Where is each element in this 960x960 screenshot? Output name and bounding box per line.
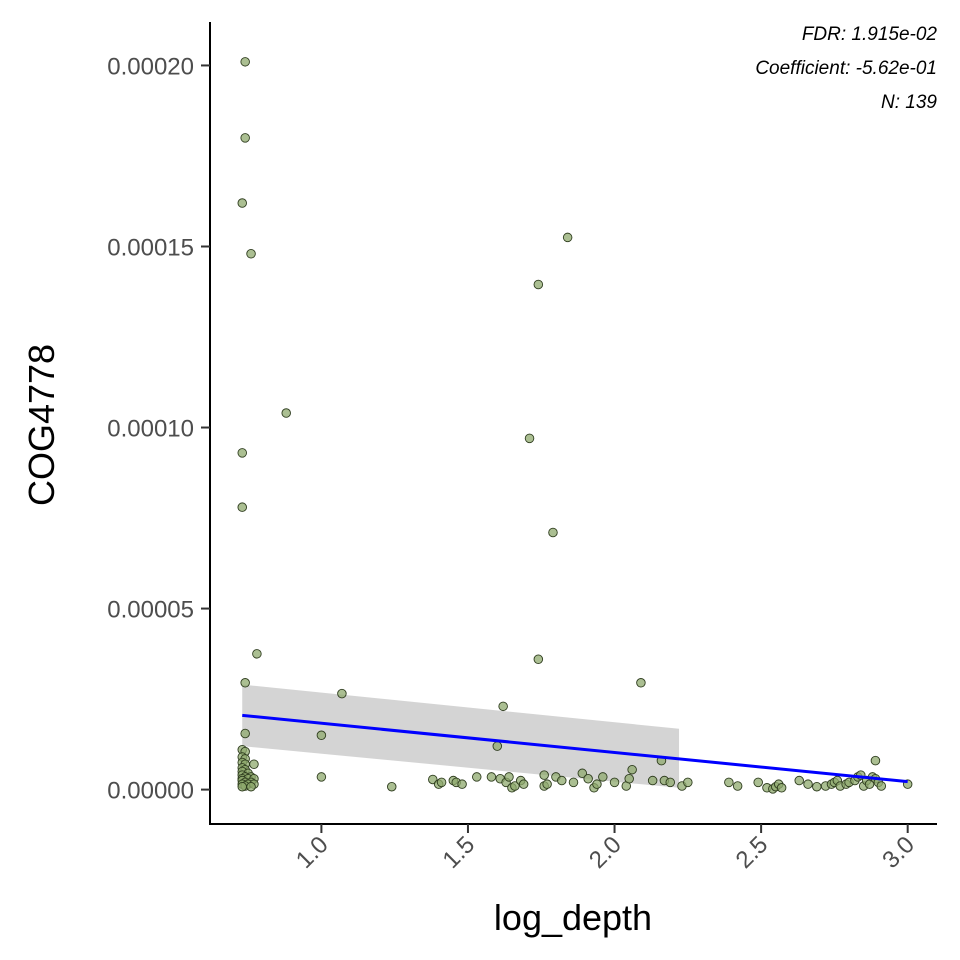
data-point — [249, 759, 259, 770]
data-point — [246, 781, 256, 792]
annotation-n: N: 139 — [881, 92, 937, 113]
data-point — [562, 232, 573, 243]
data-point — [647, 775, 658, 786]
data-point — [510, 781, 520, 791]
data-point — [533, 279, 544, 290]
data-point — [387, 781, 397, 792]
x-tick-label: 1.5 — [438, 831, 481, 874]
data-point — [794, 775, 804, 786]
data-point — [492, 741, 503, 751]
data-point — [753, 777, 763, 788]
regression-line-layer — [242, 713, 908, 784]
data-point — [548, 527, 558, 538]
annotation-coefficient: Coefficient: -5.62e-01 — [755, 58, 937, 79]
x-tick-label: 1.0 — [291, 831, 334, 874]
axes — [209, 22, 937, 825]
data-point — [498, 701, 508, 712]
x-tick-label: 2.0 — [584, 831, 627, 874]
data-point — [504, 772, 514, 782]
data-point — [592, 779, 602, 789]
data-point — [539, 770, 549, 780]
data-point — [240, 57, 250, 67]
data-point — [609, 777, 620, 788]
data-point — [776, 783, 787, 793]
data-point — [870, 755, 881, 766]
data-point — [486, 772, 497, 782]
data-point — [665, 777, 675, 788]
y-tick-label: 0.00000 — [107, 778, 194, 805]
data-point — [237, 198, 247, 208]
data-point — [246, 248, 256, 259]
data-point — [240, 728, 250, 739]
y-axis-title: COG4778 — [21, 344, 62, 506]
data-point — [472, 772, 482, 782]
y-axis-ticks: 0.00000 0.00005 0.00010 0.00015 0.00020 — [107, 53, 210, 805]
stats-annotations: FDR: 1.915e-02 Coefficient: -5.62e-01 N:… — [755, 24, 937, 113]
data-point — [518, 779, 529, 789]
data-point — [568, 777, 579, 788]
data-point — [436, 777, 447, 788]
data-point — [812, 781, 822, 792]
data-point — [577, 768, 588, 779]
data-point — [237, 781, 247, 792]
data-point — [598, 772, 608, 782]
data-point — [457, 779, 467, 789]
data-point — [583, 773, 593, 784]
x-tick-label: 3.0 — [877, 831, 920, 874]
data-point — [316, 772, 327, 782]
data-point — [237, 502, 247, 512]
data-point — [237, 448, 247, 458]
data-point — [542, 779, 552, 789]
data-point — [252, 649, 262, 659]
y-tick-label: 0.00005 — [107, 597, 194, 624]
data-point — [557, 775, 567, 786]
data-points — [237, 57, 913, 794]
x-axis-ticks: 1.0 1.5 2.0 2.5 3.0 — [291, 824, 920, 874]
data-point — [337, 688, 347, 699]
data-point — [636, 678, 646, 688]
data-point — [876, 781, 887, 791]
x-axis-title: log_depth — [494, 897, 652, 938]
y-tick-label: 0.00020 — [107, 53, 194, 80]
data-point — [732, 781, 743, 791]
data-point — [803, 779, 813, 789]
data-point — [524, 433, 535, 444]
x-tick-label: 2.5 — [731, 831, 774, 874]
y-tick-label: 0.00015 — [107, 234, 194, 261]
data-point — [724, 777, 734, 788]
data-point — [281, 408, 291, 418]
data-point — [240, 678, 250, 688]
y-tick-label: 0.00010 — [107, 416, 194, 443]
annotation-fdr: FDR: 1.915e-02 — [802, 24, 938, 45]
regression-line — [242, 713, 908, 784]
data-point — [533, 654, 544, 665]
data-point — [627, 764, 637, 775]
data-point — [624, 773, 634, 784]
data-point — [683, 777, 693, 788]
data-point — [316, 730, 327, 741]
data-point — [240, 133, 250, 143]
